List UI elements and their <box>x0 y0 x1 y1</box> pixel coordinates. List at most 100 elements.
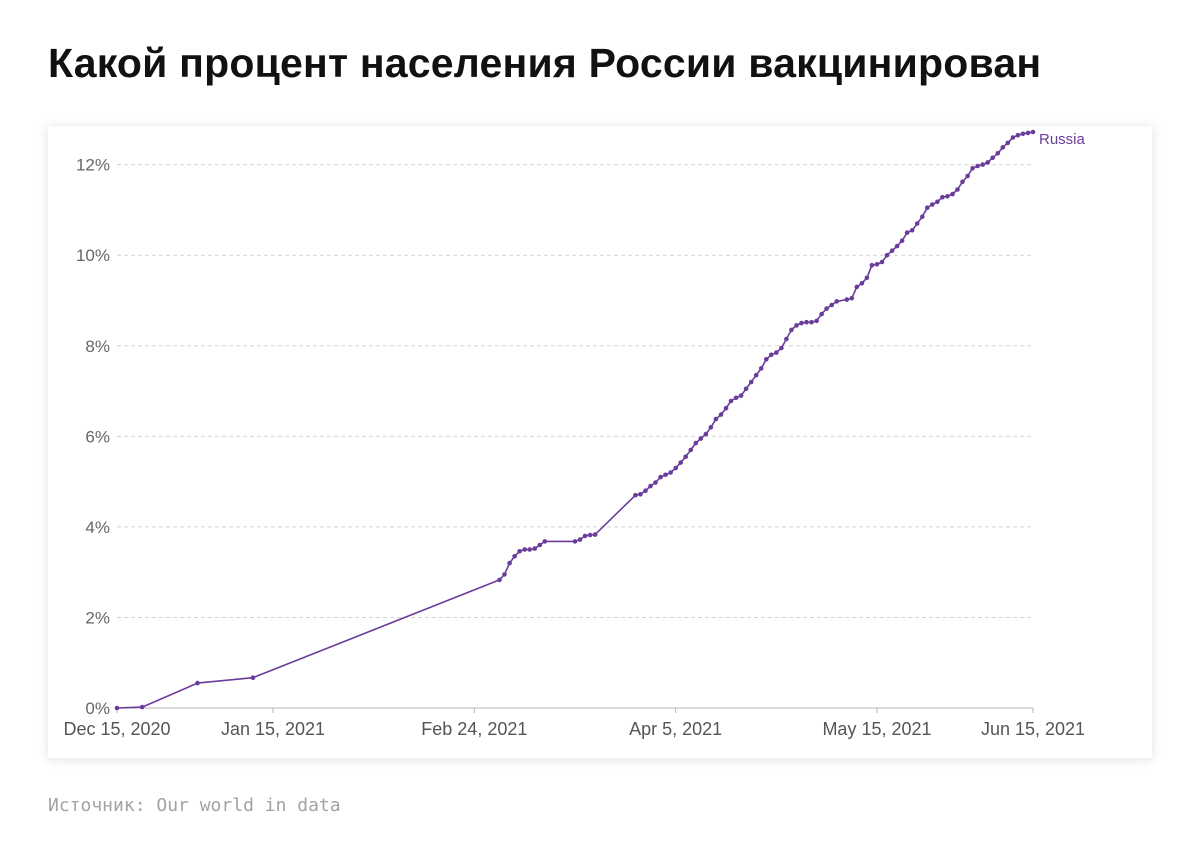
data-point <box>914 221 920 226</box>
data-point <box>718 412 724 417</box>
data-point <box>769 352 774 358</box>
data-point <box>774 350 779 355</box>
data-point <box>909 228 915 233</box>
data-point <box>975 163 980 169</box>
data-point <box>758 366 764 371</box>
data-point <box>658 474 663 480</box>
data-point <box>809 319 814 325</box>
data-point <box>633 492 638 498</box>
data-point <box>879 259 885 265</box>
data-point <box>814 318 819 324</box>
data-point <box>854 284 860 290</box>
data-point <box>114 705 120 711</box>
data-point <box>572 539 578 544</box>
data-point <box>869 262 875 268</box>
data-point <box>708 425 714 430</box>
data-point <box>592 532 598 537</box>
data-point <box>577 537 583 542</box>
data-point <box>668 470 673 475</box>
data-point <box>950 191 955 197</box>
data-point <box>945 194 950 199</box>
data-point <box>703 431 709 437</box>
data-point <box>1015 132 1021 138</box>
x-tick-label: Feb 24, 2021 <box>421 719 527 739</box>
data-point <box>889 248 895 253</box>
data-point <box>673 465 678 471</box>
data-point <box>779 345 784 351</box>
x-tick-label: Jun 15, 2021 <box>981 719 1085 739</box>
data-point <box>537 542 543 548</box>
data-point <box>738 393 744 398</box>
data-point <box>955 187 960 192</box>
series-label: Russia <box>1039 131 1086 148</box>
data-point <box>920 214 925 219</box>
data-point <box>733 395 739 401</box>
y-tick-label: 4% <box>85 518 110 537</box>
data-point <box>1030 129 1036 135</box>
data-point <box>693 440 699 446</box>
y-tick-label: 10% <box>76 246 110 265</box>
data-point <box>1020 131 1026 137</box>
data-point <box>728 398 734 404</box>
data-point <box>804 319 809 325</box>
data-point <box>864 275 870 281</box>
data-point <box>874 262 880 267</box>
data-point <box>859 281 865 286</box>
data-point <box>904 230 910 235</box>
data-point <box>748 379 754 385</box>
data-point <box>522 547 527 552</box>
data-point <box>698 436 704 441</box>
data-point <box>678 460 683 465</box>
y-tick-label: 8% <box>85 337 110 356</box>
data-point <box>139 704 145 710</box>
data-point <box>925 205 930 210</box>
data-point <box>643 488 648 494</box>
data-point <box>829 302 834 308</box>
chart-title: Какой процент населения России вакциниро… <box>48 40 1042 86</box>
x-tick-label: Dec 15, 2020 <box>63 719 170 739</box>
data-point <box>542 539 548 544</box>
x-tick-label: Jan 15, 2021 <box>221 719 325 739</box>
y-tick-label: 0% <box>85 699 110 718</box>
data-point <box>985 160 990 165</box>
chart-card: 0% 2% 4% 6% 8% 10% 12% Dec 15, 2020 Jan 15, 202… <box>48 126 1152 758</box>
data-point <box>688 447 694 453</box>
series-line <box>116 131 1034 709</box>
data-point <box>532 546 537 551</box>
data-point <box>884 252 890 258</box>
data-point <box>849 295 855 301</box>
data-point <box>512 554 517 559</box>
data-point <box>819 311 824 317</box>
data-point <box>507 560 512 566</box>
data-point <box>784 336 789 342</box>
x-tick-label: May 15, 2021 <box>822 719 931 739</box>
data-point <box>844 297 850 302</box>
data-point <box>899 238 905 243</box>
data-point <box>1025 130 1031 136</box>
y-tick-label: 12% <box>76 156 110 175</box>
y-tick-label: 2% <box>85 608 110 627</box>
data-point <box>970 166 975 171</box>
data-point <box>195 680 200 686</box>
data-point <box>1010 135 1016 140</box>
data-point <box>648 483 653 489</box>
data-point <box>502 572 507 577</box>
data-point <box>713 416 719 422</box>
data-point <box>960 179 965 185</box>
data-point <box>1000 145 1006 150</box>
data-point <box>799 320 804 326</box>
data-point <box>894 243 900 249</box>
y-tick-label: 6% <box>85 427 110 446</box>
x-tick-label: Apr 5, 2021 <box>629 719 722 739</box>
data-point <box>935 199 940 205</box>
data-point <box>789 327 794 333</box>
data-point <box>517 549 522 554</box>
gridlines: 0% 2% 4% 6% 8% 10% 12% <box>76 156 1033 718</box>
data-point <box>653 480 658 485</box>
data-point <box>587 532 593 538</box>
data-point <box>794 323 799 328</box>
data-point <box>753 372 759 378</box>
data-point <box>834 299 839 304</box>
source-note: Источник: Our world in data <box>48 795 341 816</box>
data-point <box>980 162 985 167</box>
